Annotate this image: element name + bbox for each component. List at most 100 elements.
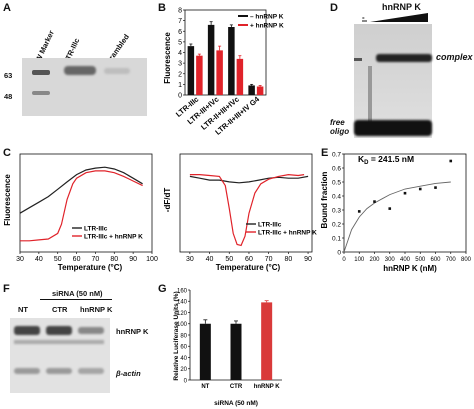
panel-b-label: B xyxy=(158,2,166,14)
xtick-label: 70 xyxy=(92,256,100,263)
free-oligo-label: free oligo xyxy=(330,118,349,136)
series-line xyxy=(19,166,143,214)
chart-b-category-labels: LTR-IIIcLTR-III+IVcLTR-II+III+IVcLTR-II+… xyxy=(174,94,262,137)
xtick-label: 70 xyxy=(265,256,273,263)
xtick-label: 40 xyxy=(35,256,43,263)
band-label-hnrnpk: hnRNP K xyxy=(116,327,149,336)
series-line xyxy=(20,170,143,242)
xtick-label: 90 xyxy=(304,256,312,263)
chart-b-ylabel: Fluorescence xyxy=(163,32,172,84)
panel-d: hnRNP K - complex free oligo xyxy=(330,0,474,145)
chart-e-point xyxy=(418,187,422,191)
chart-g-ytick-label: 160 xyxy=(177,288,188,294)
chart-e-ytick-label: 0.2 xyxy=(332,222,341,229)
chart-c-left-ylabel: Fluorescence xyxy=(3,174,12,226)
legend-label: LTR-IIIc xyxy=(258,222,282,229)
chart-b-bar xyxy=(248,85,255,95)
legend-label: LTR-IIIc + hnRNP K xyxy=(84,234,143,241)
marker-48-label: 48 xyxy=(4,92,13,101)
western-blot xyxy=(10,318,110,393)
oligo-label: oligo xyxy=(330,127,350,136)
chart-b-ytick-label: 1 xyxy=(178,82,182,89)
chart-e-xtick-label: 700 xyxy=(446,257,457,263)
marker-band-48 xyxy=(32,91,50,95)
chart-g-category-label: CTR xyxy=(230,384,243,390)
xtick-label: 80 xyxy=(284,256,292,263)
chart-e-xtick-label: 300 xyxy=(385,257,396,263)
chart-e-point xyxy=(388,207,392,210)
chart-g-category-label: NT xyxy=(201,384,209,390)
xtick-label: 60 xyxy=(73,256,81,263)
chart-b-ytick-label: 7 xyxy=(178,18,182,25)
xtick-label: 80 xyxy=(110,256,118,263)
chart-e-xtick-label: 200 xyxy=(369,257,380,263)
chart-c-left-lines xyxy=(19,166,143,242)
complex-band xyxy=(376,54,432,62)
chart-b-ytick-label: 2 xyxy=(178,71,182,78)
chart-g-ylabel: Relative Luciferase Units (%) xyxy=(173,291,180,380)
chart-g-ytick-label: 0 xyxy=(184,378,188,384)
chart-c-right-lines xyxy=(189,173,309,247)
complex-label: complex xyxy=(436,52,473,62)
free-label: free xyxy=(330,118,345,127)
band-ltr-iiic xyxy=(64,66,96,75)
chart-g-category-label: hnRNP K xyxy=(254,384,281,390)
chart-b-ytick-label: 8 xyxy=(178,8,182,15)
xtick-label: 50 xyxy=(54,256,62,263)
chart-c-right-ylabel: -dF/dT xyxy=(163,188,172,213)
gel-d-title: hnRNP K xyxy=(382,2,421,12)
chart-e-point xyxy=(373,200,376,203)
chart-g-ytick-label: 80 xyxy=(180,333,187,339)
chart-g-bar xyxy=(199,323,211,380)
chart-e-xtick-label: 800 xyxy=(461,257,472,263)
chart-b-ytick-label: 4 xyxy=(178,50,182,57)
chart-e-point xyxy=(449,159,453,163)
gel-image-a xyxy=(22,58,147,116)
xtick-label: 30 xyxy=(186,256,194,263)
chart-e-ytick-label: 0.5 xyxy=(332,180,341,187)
chart-b-ytick-label: 5 xyxy=(178,39,182,46)
chart-b-axes: 0 1 2 3 4 5 6 7 8 xyxy=(178,8,267,100)
chart-e-xtick-label: 0 xyxy=(342,257,346,263)
chart-b-bar xyxy=(216,50,223,95)
chart-b-legend-label: + hnRNP K xyxy=(250,23,284,30)
chart-e-ytick-label: 0.4 xyxy=(332,194,341,201)
chart-e-point xyxy=(357,210,361,213)
band-label-beta-actin: β-actin xyxy=(116,369,141,378)
plot-frame xyxy=(179,153,313,253)
gradient-triangle xyxy=(362,13,428,22)
chart-e-ytick-label: 0.7 xyxy=(332,152,341,159)
chart-g-ytick-label: 140 xyxy=(177,300,188,306)
chart-c-left-xlabel: Temperature (°C) xyxy=(58,263,123,272)
chart-b-ytick-label: 0 xyxy=(178,93,182,100)
chart-g-ytick-label: 20 xyxy=(180,367,187,373)
xtick-label: 90 xyxy=(129,256,137,263)
series-line xyxy=(189,175,309,184)
panel-a-label: A xyxy=(3,2,11,14)
chart-b-bar xyxy=(187,46,195,95)
chart-g-bar xyxy=(230,323,242,380)
chart-e: Bound fraction hnRNP K (nM) KD = 241.5 n… xyxy=(320,152,472,274)
chart-b-ytick-label: 3 xyxy=(178,61,182,68)
marker-63-label: 63 xyxy=(4,71,13,80)
chart-g-ytick-label: 40 xyxy=(180,356,187,362)
chart-b: Fluorescence 0 1 2 3 4 5 6 7 8 – hnRNP K + hnRNP … xyxy=(163,8,284,137)
chart-e-xtick-label: 400 xyxy=(400,257,411,263)
chart-g-bars: NT CTR hnRNP K xyxy=(199,300,281,390)
chart-e-ylabel: Bound fraction xyxy=(320,171,329,228)
chart-c-right-xlabel: Temperature (°C) xyxy=(216,263,281,272)
chart-e-ytick-label: 0.6 xyxy=(332,166,341,173)
panel-c-label: C xyxy=(3,147,11,159)
chart-e-ytick-label: 0.1 xyxy=(332,236,341,243)
xtick-label: 30 xyxy=(16,256,24,263)
xtick-label: 40 xyxy=(206,256,214,263)
chart-b-bar xyxy=(228,27,235,95)
chart-b-ytick-label: 6 xyxy=(178,29,182,36)
chart-e-xtick-label: 500 xyxy=(415,257,426,263)
panel-d-label: D xyxy=(330,2,338,14)
chart-e-xlabel: hnRNP K (nM) xyxy=(383,264,437,273)
chart-e-fit-curve xyxy=(343,181,451,253)
chart-b-bar xyxy=(196,55,203,95)
chart-c-left-axes: 30 40 50 60 70 80 90 100 xyxy=(16,153,158,263)
free-oligo-band xyxy=(354,120,432,136)
